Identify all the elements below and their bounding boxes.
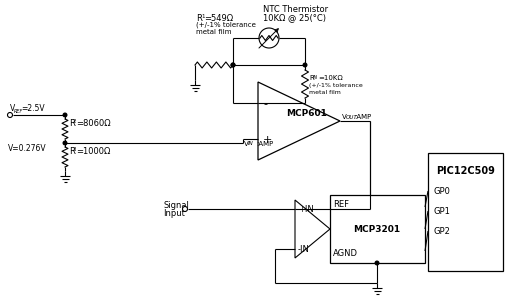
Text: R: R [69, 147, 75, 156]
Text: (+/-1% tolerance: (+/-1% tolerance [309, 83, 363, 88]
Text: R: R [196, 14, 202, 23]
Text: IN: IN [248, 141, 254, 146]
Text: Input: Input [163, 209, 185, 218]
Circle shape [8, 112, 12, 118]
Text: -IN: -IN [298, 245, 310, 254]
Circle shape [231, 63, 235, 67]
Text: MCP601: MCP601 [286, 109, 327, 118]
Text: metal film: metal film [309, 90, 341, 95]
Text: 3: 3 [73, 147, 77, 152]
Circle shape [231, 63, 235, 67]
Text: =549Ω: =549Ω [204, 14, 233, 23]
Text: GP0: GP0 [433, 187, 450, 196]
Text: V: V [342, 114, 347, 120]
Circle shape [63, 113, 67, 117]
Text: =2.5V: =2.5V [21, 104, 44, 113]
Text: =1000Ω: =1000Ω [76, 147, 110, 156]
Text: +IN: +IN [298, 205, 314, 214]
Text: AGND: AGND [333, 249, 358, 258]
Text: =8060Ω: =8060Ω [76, 119, 110, 128]
Text: REF: REF [333, 200, 349, 209]
Circle shape [375, 261, 379, 265]
Bar [428, 153, 503, 271]
Circle shape [303, 63, 307, 67]
Circle shape [182, 207, 188, 211]
Text: 10KΩ @ 25(°C): 10KΩ @ 25(°C) [263, 13, 326, 22]
Text: 2: 2 [73, 119, 77, 124]
Text: V=0.276V: V=0.276V [8, 144, 47, 153]
Text: R: R [69, 119, 75, 128]
Text: metal film: metal film [196, 29, 231, 35]
Text: NTC Thermistor: NTC Thermistor [263, 5, 328, 14]
Text: REF: REF [14, 109, 23, 114]
Text: Signal: Signal [163, 201, 189, 210]
Circle shape [63, 141, 67, 145]
Text: =10KΩ: =10KΩ [318, 75, 343, 81]
Text: 1: 1 [201, 14, 204, 19]
Text: IN: IN [313, 75, 318, 80]
Text: V: V [10, 104, 15, 113]
Text: :AMP: :AMP [256, 141, 273, 147]
Text: MCP3201: MCP3201 [354, 225, 401, 234]
Text: (+/-1% tolerance: (+/-1% tolerance [196, 22, 256, 28]
Text: GP1: GP1 [433, 208, 450, 216]
Bar [330, 195, 425, 263]
Text: +: + [263, 135, 272, 145]
Text: GP2: GP2 [433, 228, 450, 237]
Text: V: V [244, 141, 249, 147]
Text: OUT: OUT [346, 115, 358, 120]
Text: PIC12C509: PIC12C509 [436, 166, 495, 176]
Text: R: R [309, 75, 314, 81]
Text: :AMP: :AMP [354, 114, 371, 120]
Text: -: - [263, 99, 267, 109]
